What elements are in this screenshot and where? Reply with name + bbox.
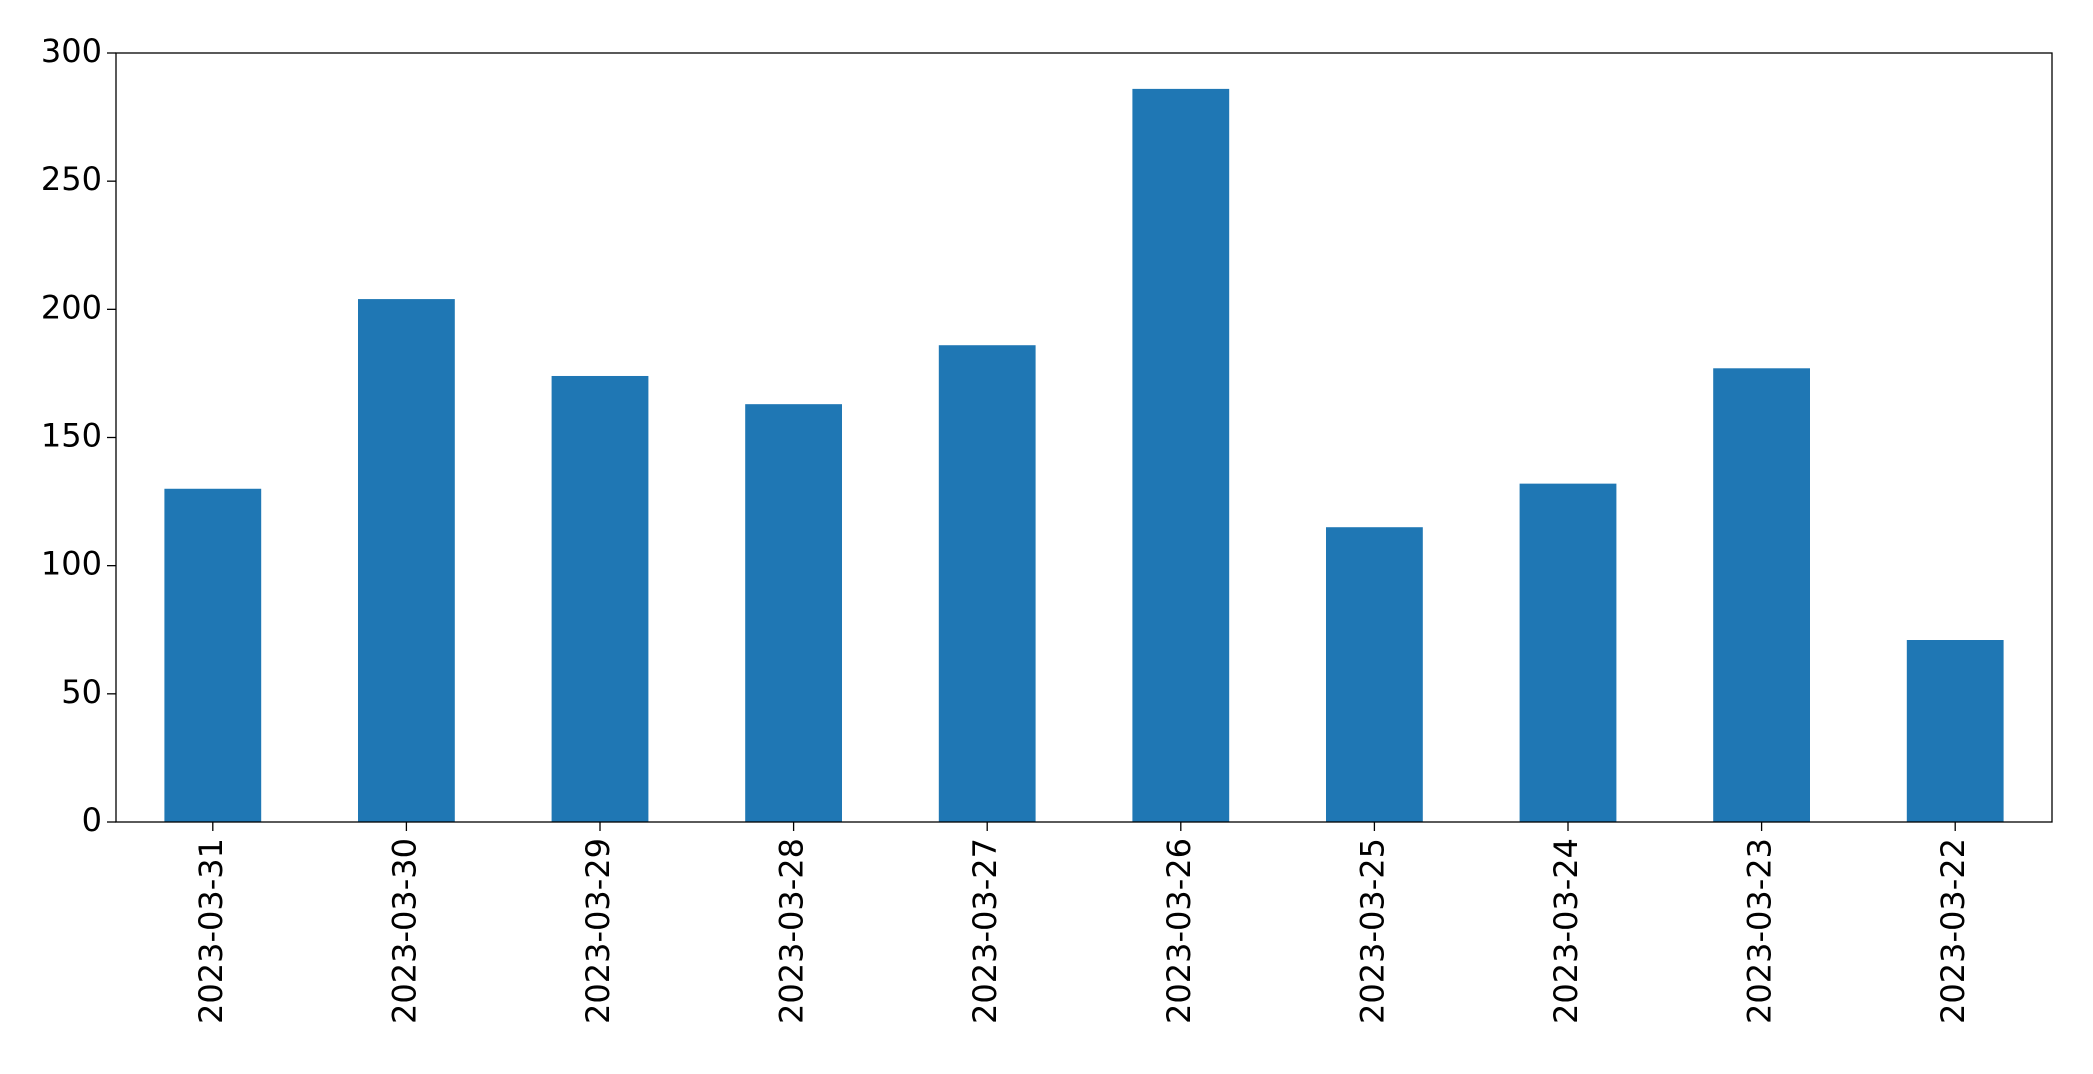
- x-tick-label: 2023-03-26: [1160, 838, 1198, 1024]
- x-tick-label: 2023-03-23: [1741, 838, 1779, 1024]
- y-tick-label: 250: [41, 160, 102, 198]
- bar: [164, 488, 262, 822]
- bar: [1713, 368, 1810, 822]
- bar: [938, 345, 1036, 822]
- bar: [1906, 640, 2004, 822]
- x-tick-label: 2023-03-27: [966, 838, 1004, 1024]
- x-tick-label: 2023-03-22: [1934, 838, 1972, 1024]
- bar: [1132, 88, 1230, 823]
- y-tick-label: 150: [41, 417, 102, 455]
- x-tick-label: 2023-03-25: [1353, 838, 1391, 1024]
- bar: [551, 375, 649, 822]
- bar: [1326, 527, 1423, 822]
- y-tick-label: 50: [61, 673, 102, 711]
- x-tick-label: 2023-03-31: [192, 838, 230, 1024]
- x-tick-label: 2023-03-29: [579, 838, 617, 1024]
- plot-frame: [115, 52, 2053, 823]
- y-tick-label: 0: [82, 801, 102, 839]
- x-tick-label: 2023-03-24: [1547, 838, 1585, 1024]
- x-tick-label: 2023-03-28: [773, 838, 811, 1024]
- x-tick-label: 2023-03-30: [385, 838, 423, 1024]
- y-tick-label: 200: [41, 288, 102, 326]
- y-tick-label: 100: [41, 545, 102, 583]
- bar: [358, 299, 455, 823]
- bar: [745, 404, 842, 822]
- y-tick-label: 300: [41, 32, 102, 70]
- bar: [1519, 483, 1617, 822]
